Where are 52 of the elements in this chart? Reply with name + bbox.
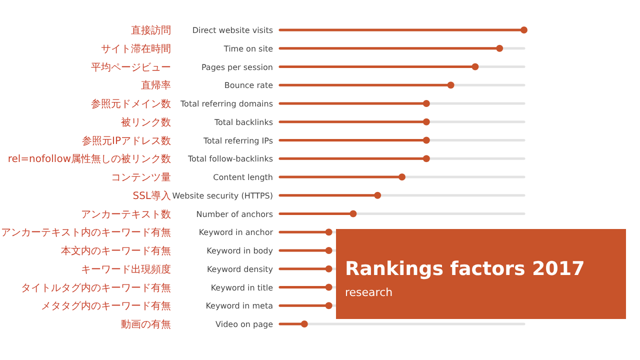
point	[325, 247, 332, 254]
point	[350, 210, 357, 218]
point	[300, 320, 308, 328]
y2-tick-label: メタタグ内のキーワード有無	[41, 300, 171, 312]
point	[325, 265, 332, 272]
point	[422, 155, 430, 162]
y2-tick-label: 参照元IPアドレス数	[82, 134, 171, 147]
point	[398, 174, 406, 180]
y2-tick-label: サイト滞在時間	[101, 42, 171, 55]
y2-tick-label: 被リンク数	[121, 116, 171, 128]
point	[447, 82, 454, 89]
y2-tick-label: 平均ページビュー	[91, 61, 171, 74]
point	[325, 228, 332, 236]
y-tick-label: Keyword in meta	[206, 302, 274, 311]
point	[422, 136, 430, 144]
point	[520, 26, 528, 34]
y-tick-label: Total backlinks	[213, 118, 273, 127]
y-tick-label: Keyword in title	[210, 283, 274, 292]
y2-tick-label: アンカーテキスト数	[81, 209, 171, 220]
y-tick-label: Number of anchors	[196, 210, 273, 219]
y2-tick-label: 参照元ドメイン数	[91, 98, 171, 110]
y-tick-label: Total referring IPs	[202, 136, 273, 146]
y2-tick-label: SSL導入	[132, 190, 171, 202]
point	[496, 44, 504, 52]
y-tick-label: Bounce rate	[224, 81, 274, 90]
point	[325, 302, 332, 310]
point	[325, 284, 332, 291]
y-tick-label: Time on site	[222, 44, 274, 54]
y-tick-label: Total referring domains	[180, 100, 273, 108]
y2-tick-label: rel=nofollow属性無しの被リンク数	[8, 153, 171, 166]
point	[374, 192, 382, 199]
y-tick-label: Keyword in body	[206, 246, 274, 256]
y2-tick-label: 直接訪問	[131, 24, 171, 36]
y2-tick-label: 直帰率	[141, 80, 171, 92]
point	[472, 63, 479, 70]
point	[422, 100, 430, 107]
y-tick-label: Video on page	[216, 320, 274, 329]
y-tick-label: Pages per session	[201, 62, 273, 72]
y-tick-label: Keyword density	[206, 264, 274, 274]
y2-tick-label: キーワード出現頻度	[81, 263, 171, 276]
y2-tick-label: タイトルタグ内のキーワード有無	[21, 282, 171, 294]
y-tick-label: Content length	[213, 173, 273, 182]
y-tick-label: Total follow-backlinks	[186, 154, 273, 164]
y-tick-label: Keyword in anchor	[198, 228, 274, 238]
y-tick-label: Direct website visits	[192, 26, 273, 35]
point	[422, 118, 430, 126]
y2-tick-label: アンカーテキスト内のキーワード有無	[1, 226, 171, 239]
y2-tick-label: コンテンツ量	[111, 172, 171, 184]
y2-tick-label: 動画の有無	[121, 318, 171, 330]
y-tick-label: Website security (HTTPS)	[172, 191, 273, 200]
y2-tick-label: 本文内のキーワード有無	[61, 245, 171, 257]
title-panel: Rankings factors 2017 research	[336, 229, 626, 319]
